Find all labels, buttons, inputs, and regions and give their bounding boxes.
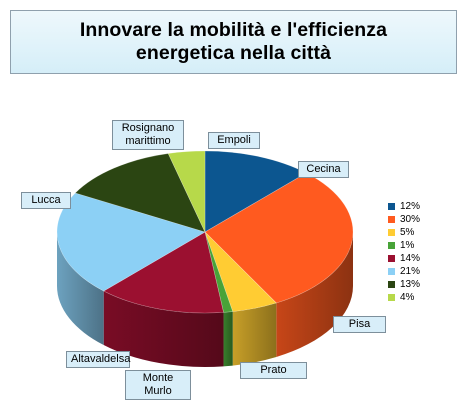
pie-side-prato	[103, 291, 224, 368]
pie-slice-prato	[103, 231, 224, 314]
legend-item: 14%	[388, 252, 448, 265]
legend-label: 4%	[400, 292, 415, 303]
chart-title-box: Innovare la mobilità e l'efficienza ener…	[10, 10, 457, 74]
legend-swatch	[388, 294, 395, 301]
legend-swatch	[388, 229, 395, 236]
pie-slice-monte-murlo	[204, 231, 234, 313]
legend-item: 5%	[388, 226, 448, 239]
callout-monte-murlo: Monte Murlo	[125, 370, 191, 400]
legend-swatch	[388, 216, 395, 223]
legend-item: 21%	[388, 265, 448, 278]
legend-swatch	[388, 242, 395, 249]
legend-swatch	[388, 281, 395, 288]
legend-swatch	[388, 255, 395, 262]
pie-side-altavaldelsa	[232, 302, 277, 366]
callout-empoli: Empoli	[208, 132, 260, 149]
pie-slice-cecina	[74, 153, 206, 233]
legend-item: 4%	[388, 291, 448, 304]
pie-slice-empoli	[167, 150, 206, 233]
callout-altavaldelsa: Altavaldelsa	[66, 351, 130, 368]
legend-swatch	[388, 203, 395, 210]
chart-legend: 12% 30% 5% 1% 14% 21% 13% 4%	[388, 200, 448, 304]
legend-item: 12%	[388, 200, 448, 213]
chart-title: Innovare la mobilità e l'efficienza ener…	[79, 19, 388, 64]
legend-item: 1%	[388, 239, 448, 252]
callout-lucca: Lucca	[21, 192, 71, 209]
callout-prato: Prato	[240, 362, 307, 379]
pie-side-monte-murlo	[223, 311, 233, 367]
pie-slice-altavaldelsa	[204, 231, 277, 312]
callout-pisa: Pisa	[333, 316, 386, 333]
legend-label: 1%	[400, 240, 415, 251]
pie-side-pisa	[57, 232, 104, 346]
callout-cecina: Cecina	[298, 161, 349, 178]
legend-item: 13%	[388, 278, 448, 291]
legend-label: 30%	[400, 214, 421, 225]
pie-slice-lucca	[204, 172, 354, 304]
legend-label: 13%	[400, 279, 421, 290]
legend-label: 14%	[400, 253, 421, 264]
legend-swatch	[388, 268, 395, 275]
legend-item: 30%	[388, 213, 448, 226]
legend-label: 5%	[400, 227, 415, 238]
legend-label: 12%	[400, 201, 421, 212]
callout-rosignano: Rosignano marittimo	[112, 120, 184, 150]
legend-label: 21%	[400, 266, 421, 277]
